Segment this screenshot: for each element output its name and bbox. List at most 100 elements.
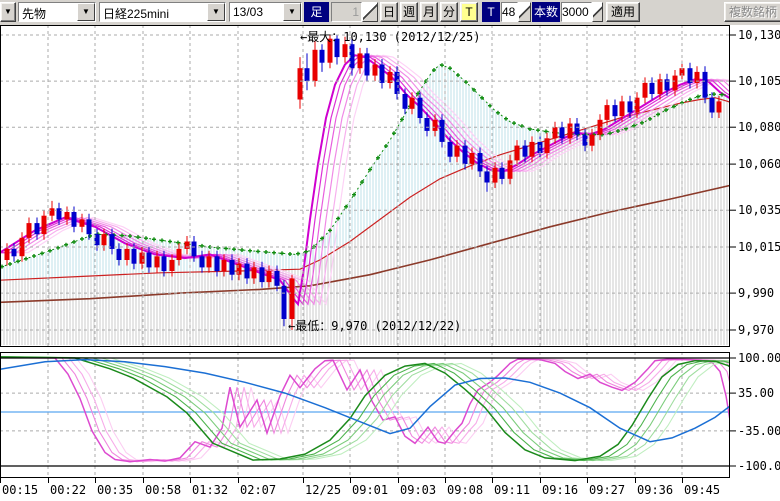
candle-body [432, 119, 438, 131]
x-axis-labels: 00:15 00:22 00:35 00:58 01:32 02:07 12/25 09:01… [0, 478, 720, 497]
candle-body [146, 252, 152, 268]
candle-body [664, 79, 670, 91]
osc-pink-ribbon [0, 356, 730, 463]
chevron-down-icon[interactable]: ▼ [207, 3, 225, 21]
contract-month-value: 13/03 [233, 5, 264, 19]
timeframe-stepper[interactable]: 1 [331, 2, 378, 22]
time-tick-label: 00:22 [50, 483, 86, 497]
candle-body [582, 134, 588, 146]
time-tick-label: 09:45 [684, 483, 720, 497]
instrument-type-select[interactable]: 先物 ▼ [18, 2, 96, 22]
collapse-dropdown-button[interactable]: ▼ [0, 2, 16, 22]
price-tick-label: 9,970 [738, 323, 774, 337]
candle-body [499, 167, 505, 179]
spinner-icon[interactable] [518, 2, 531, 22]
period-day-button[interactable]: 日 [380, 2, 398, 22]
candle-body [289, 278, 295, 319]
candle-body [402, 94, 408, 109]
candle-body [544, 138, 550, 154]
candle-body [199, 256, 205, 268]
candle-body [589, 134, 595, 146]
candle-body [116, 248, 122, 260]
candle-body [469, 153, 475, 165]
candle-body [19, 237, 25, 257]
candle-body [49, 208, 55, 216]
price-panel [0, 35, 730, 345]
price-tick-label: 10,130 [738, 28, 780, 42]
timeframe-value: 1 [331, 2, 362, 22]
candle-body [672, 75, 678, 91]
candle-body [649, 82, 655, 94]
candle-body [657, 79, 663, 95]
candle-body [364, 53, 370, 76]
time-tick-label: 09:08 [447, 483, 483, 497]
candles [4, 35, 722, 330]
period-week-button[interactable]: 週 [400, 2, 418, 22]
candle-body [702, 71, 708, 98]
candle-body [462, 145, 468, 164]
chevron-down-icon[interactable]: ▼ [283, 3, 301, 21]
candle-body [387, 71, 393, 83]
price-tick-label: 10,060 [738, 157, 780, 171]
candle-body [101, 234, 107, 246]
candle-body [709, 97, 715, 113]
timeframe-label: 足 [304, 2, 329, 22]
osc-green-ribbon [0, 356, 730, 462]
time-tick-label: 09:27 [589, 483, 625, 497]
candle-body [312, 49, 318, 82]
candle-body [529, 141, 535, 157]
spinner-icon[interactable] [362, 2, 378, 22]
contract-month-select[interactable]: 13/03 ▼ [229, 2, 302, 22]
period-month-button[interactable]: 月 [420, 2, 438, 22]
candle-body [56, 208, 62, 220]
candle-body [184, 241, 190, 249]
candle-body [266, 271, 272, 283]
candle-body [612, 105, 618, 117]
candle-body [11, 248, 17, 257]
candle-body [327, 38, 333, 63]
osc-tick-label: 100.00 [738, 351, 780, 365]
time-tick-label: 09:03 [400, 483, 436, 497]
candle-body [319, 49, 325, 63]
osc-blue-line [0, 358, 730, 443]
candle-body [64, 212, 70, 220]
candle-body [34, 223, 40, 235]
bars-label: 本数 [532, 2, 560, 22]
symbol-select[interactable]: 日経225mini ▼ [99, 2, 226, 22]
tick-label: T [482, 2, 500, 22]
period-minute-button[interactable]: 分 [440, 2, 458, 22]
candle-body [251, 267, 257, 279]
chevron-down-icon[interactable]: ▼ [77, 3, 95, 21]
panel-borders [0, 25, 730, 478]
candle-body [634, 97, 640, 113]
chart-toolbar: ▼ 先物 ▼ 日経225mini ▼ 13/03 ▼ 足 1 日 週 月 分 T… [0, 0, 780, 25]
period-tick-button[interactable]: T [460, 2, 478, 22]
candle-body [357, 53, 363, 69]
candle-body [274, 271, 280, 286]
candle-body [484, 171, 490, 183]
osc-tick-label: 35.00 [738, 386, 774, 400]
spinner-icon[interactable] [591, 2, 603, 22]
multi-symbol-button: 複数銘柄 [724, 2, 780, 22]
tick-count-stepper[interactable]: 48 [501, 2, 531, 22]
candle-body [139, 252, 145, 264]
apply-button[interactable]: 適用 [606, 2, 640, 22]
candle-body [297, 68, 303, 100]
cloud-hatch [0, 65, 728, 345]
candle-body [304, 68, 310, 82]
price-tick-label: 9,990 [738, 286, 774, 300]
tick-count-value: 48 [501, 2, 519, 22]
candle-body [26, 223, 32, 238]
candle-body [334, 38, 340, 58]
candle-body [567, 123, 573, 139]
bars-stepper[interactable]: 3000 [561, 2, 603, 22]
candle-body [417, 97, 423, 118]
candle-body [694, 71, 700, 83]
price-tick-label: 10,035 [738, 203, 780, 217]
candle-body [169, 259, 175, 271]
candle-body [349, 44, 355, 69]
candle-body [552, 127, 558, 139]
candle-body [559, 127, 565, 139]
